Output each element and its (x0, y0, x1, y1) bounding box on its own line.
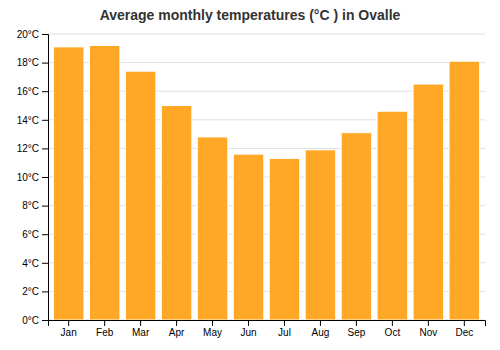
tick-mark (42, 177, 48, 178)
tick-label: Jun (240, 327, 256, 338)
tick-mark (320, 320, 321, 326)
tick-label: 0°C (22, 315, 39, 326)
tick-label: Feb (96, 327, 114, 338)
tick-mark (42, 206, 48, 207)
x-tick: Feb (96, 320, 114, 338)
y-tick: 12°C (17, 143, 48, 154)
tick-mark (42, 34, 48, 35)
grid (48, 34, 485, 320)
y-tick: 2°C (22, 286, 48, 297)
y-tick: 0°C (22, 315, 48, 326)
y-tick: 18°C (17, 57, 48, 68)
tick-mark (140, 320, 141, 326)
tick-label: 2°C (22, 286, 39, 297)
y-tick: 4°C (22, 258, 48, 269)
tick-label: 4°C (22, 258, 39, 269)
axis-line (42, 35, 49, 321)
y-tick: 10°C (17, 172, 48, 183)
tick-mark (42, 320, 48, 321)
tick-label: 20°C (17, 29, 39, 40)
bar (269, 158, 300, 320)
y-tick: 6°C (22, 229, 48, 240)
tick-label: Apr (169, 327, 185, 338)
bar (233, 154, 264, 320)
tick-label: Aug (312, 327, 330, 338)
tick-mark (464, 320, 465, 326)
tick-mark (176, 320, 177, 326)
tick-label: Mar (132, 327, 150, 338)
bar (53, 47, 84, 320)
tick-label: 10°C (17, 172, 39, 183)
x-tick: Nov (419, 320, 437, 338)
tick-mark (42, 263, 48, 264)
x-tick: Dec (455, 320, 473, 338)
tick-mark (68, 320, 69, 326)
bar (161, 106, 192, 321)
tick-label: 16°C (17, 86, 39, 97)
tick-mark (392, 320, 393, 326)
grid-line (48, 34, 485, 35)
tick-label: 18°C (17, 57, 39, 68)
y-tick: 20°C (17, 29, 48, 40)
tick-mark (356, 320, 357, 326)
x-tick: Oct (385, 320, 401, 338)
tick-mark (104, 320, 105, 326)
tick-label: Dec (455, 327, 473, 338)
bar (125, 71, 156, 320)
tick-mark (428, 320, 429, 326)
tick-mark (284, 320, 285, 326)
title: Average monthly temperatures (°C ) in Ov… (100, 7, 401, 23)
tick-mark (42, 91, 48, 92)
tick-mark (42, 120, 48, 121)
x-tick: Jun (240, 320, 256, 338)
tick-mark (212, 320, 213, 326)
tick-label: 14°C (17, 115, 39, 126)
tick-label: Oct (385, 327, 401, 338)
x-tick: Aug (312, 320, 330, 338)
y-axis: 0°C 2°C 4°C 6°C 8°C 10°C 12°C 14°C 16°C 18°C 20°C (17, 29, 49, 326)
bar (89, 45, 120, 320)
y-tick: 16°C (17, 86, 48, 97)
tick-label: 12°C (17, 143, 39, 154)
chart: Average monthly temperatures (°C ) in Ov… (0, 0, 500, 350)
bar (377, 111, 408, 320)
tick-mark (42, 291, 48, 292)
bar (341, 133, 372, 320)
x-tick: Sep (348, 320, 366, 338)
tick-label: Nov (419, 327, 437, 338)
tick-mark (42, 63, 48, 64)
x-tick: Apr (169, 320, 185, 338)
x-tick: Mar (132, 320, 150, 338)
tick-mark (42, 234, 48, 235)
bar (305, 150, 336, 320)
x-tick: Jul (278, 320, 291, 338)
tick-label: Sep (348, 327, 366, 338)
y-tick: 8°C (22, 200, 48, 211)
tick-label: Jan (61, 327, 77, 338)
y-tick: 14°C (17, 115, 48, 126)
plot: 0°C 2°C 4°C 6°C 8°C 10°C 12°C 14°C 16°C 18°C 20°C J… (17, 29, 486, 338)
x-axis: Jan Feb Mar Apr May Jun Jul Aug Sep Oct Nov Dec (49, 320, 486, 338)
tick-label: May (203, 327, 222, 338)
bar (197, 137, 228, 320)
bar (449, 61, 480, 320)
axis-line (49, 321, 486, 327)
x-tick: Jan (61, 320, 77, 338)
tick-label: 8°C (22, 200, 39, 211)
tick-label: Jul (278, 327, 291, 338)
tick-label: 6°C (22, 229, 39, 240)
x-tick: May (203, 320, 222, 338)
tick-mark (248, 320, 249, 326)
tick-mark (42, 148, 48, 149)
bars (53, 45, 479, 320)
bar (413, 84, 444, 320)
